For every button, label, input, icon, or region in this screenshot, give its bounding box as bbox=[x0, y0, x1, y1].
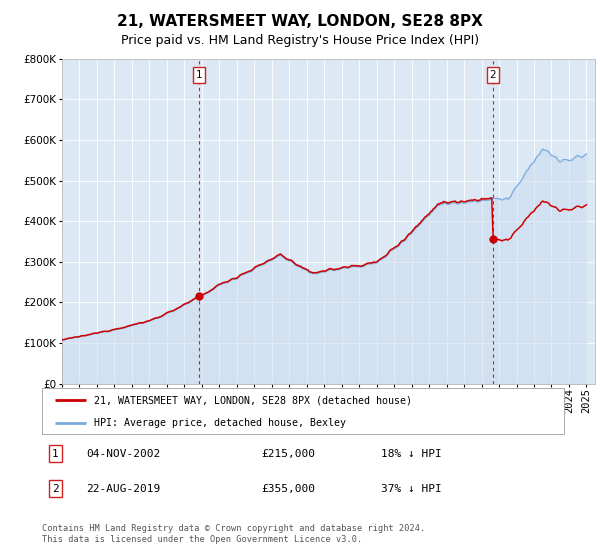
Text: 1: 1 bbox=[196, 70, 202, 80]
Text: 18% ↓ HPI: 18% ↓ HPI bbox=[382, 449, 442, 459]
Text: 2: 2 bbox=[52, 484, 58, 493]
Text: 22-AUG-2019: 22-AUG-2019 bbox=[86, 484, 161, 493]
Text: HPI: Average price, detached house, Bexley: HPI: Average price, detached house, Bexl… bbox=[94, 418, 346, 427]
Text: 1: 1 bbox=[52, 449, 58, 459]
Text: 2: 2 bbox=[490, 70, 496, 80]
Text: 37% ↓ HPI: 37% ↓ HPI bbox=[382, 484, 442, 493]
FancyBboxPatch shape bbox=[42, 388, 564, 434]
Text: 21, WATERSMEET WAY, LONDON, SE28 8PX: 21, WATERSMEET WAY, LONDON, SE28 8PX bbox=[117, 14, 483, 29]
Text: £215,000: £215,000 bbox=[261, 449, 315, 459]
Text: Contains HM Land Registry data © Crown copyright and database right 2024.
This d: Contains HM Land Registry data © Crown c… bbox=[42, 524, 425, 544]
Text: 21, WATERSMEET WAY, LONDON, SE28 8PX (detached house): 21, WATERSMEET WAY, LONDON, SE28 8PX (de… bbox=[94, 395, 412, 405]
Text: Price paid vs. HM Land Registry's House Price Index (HPI): Price paid vs. HM Land Registry's House … bbox=[121, 34, 479, 46]
Text: 04-NOV-2002: 04-NOV-2002 bbox=[86, 449, 161, 459]
Text: £355,000: £355,000 bbox=[261, 484, 315, 493]
